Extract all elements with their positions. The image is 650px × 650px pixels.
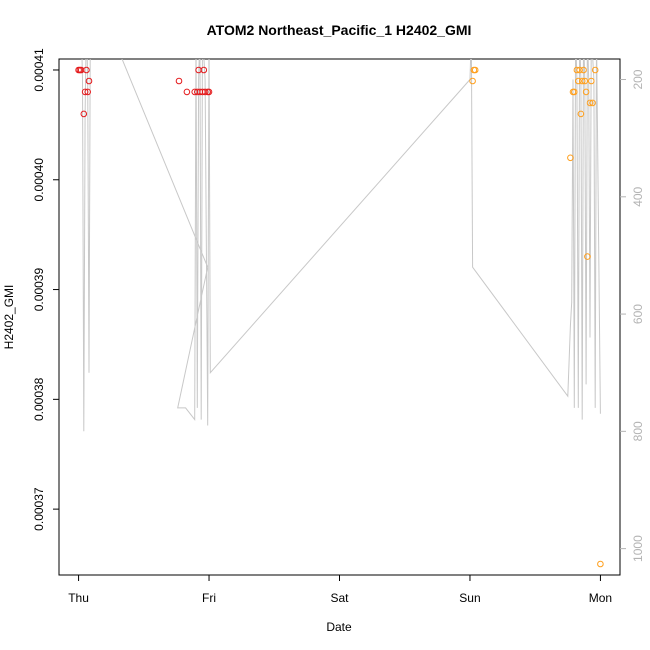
data-point: [201, 88, 209, 96]
data-point: [84, 88, 91, 96]
data-point: [578, 77, 586, 85]
line-series-group: [81, 59, 601, 432]
data-point: [81, 88, 89, 96]
data-point: [591, 66, 599, 74]
data-point: [588, 77, 595, 85]
x-axis: Thu Fri Sat Sun Mon: [68, 574, 612, 605]
y2-tick-label: 600: [631, 304, 645, 324]
data-point: [575, 77, 582, 85]
data-point: [205, 88, 213, 96]
y-tick-label: 0.00037: [32, 487, 46, 531]
x-axis-label: Date: [326, 620, 352, 634]
y-tick-label: 0.00041: [32, 48, 46, 92]
x-tick-label: Fri: [202, 591, 216, 605]
data-point: [200, 66, 208, 74]
data-point: [584, 253, 591, 260]
data-point: [589, 99, 596, 107]
y2-tick-label: 1000: [631, 535, 645, 562]
y2-tick-label: 400: [631, 186, 645, 206]
data-point: [469, 77, 476, 85]
x-tick-label: Mon: [589, 591, 612, 605]
y-axis-label: H2402_GMI: [2, 285, 16, 350]
data-point: [85, 77, 93, 85]
plot-frame: [58, 58, 621, 576]
data-point: [586, 99, 594, 107]
data-point: [80, 110, 88, 118]
x-tick-label: Sat: [330, 591, 349, 605]
data-point: [571, 88, 578, 96]
y2-axis: 200 400 600 800 1000: [620, 69, 645, 562]
data-point: [573, 66, 581, 74]
y-tick-label: 0.00040: [32, 158, 46, 202]
data-point: [582, 88, 590, 96]
x-tick-label: Thu: [68, 591, 89, 605]
data-point: [175, 77, 183, 85]
data-point: [576, 66, 583, 74]
data-point: [597, 560, 604, 568]
y-tick-label: 0.00039: [32, 268, 46, 312]
data-point: [183, 88, 191, 96]
y-axis: 0.00037 0.00038 0.00039 0.00040 0.00041: [32, 48, 59, 531]
data-point: [581, 77, 589, 85]
grey-line-series: [81, 59, 601, 432]
data-point: [83, 66, 90, 74]
x-tick-label: Sun: [459, 591, 480, 605]
y-tick-label: 0.00038: [32, 377, 46, 421]
data-point: [471, 66, 479, 74]
chart-title: ATOM2 Northeast_Pacific_1 H2402_GMI: [207, 22, 472, 38]
y2-tick-label: 200: [631, 69, 645, 89]
y2-tick-label: 800: [631, 421, 645, 441]
data-point: [577, 110, 585, 118]
data-point: [580, 66, 587, 74]
points-group: [75, 66, 604, 568]
data-point: [567, 154, 574, 162]
